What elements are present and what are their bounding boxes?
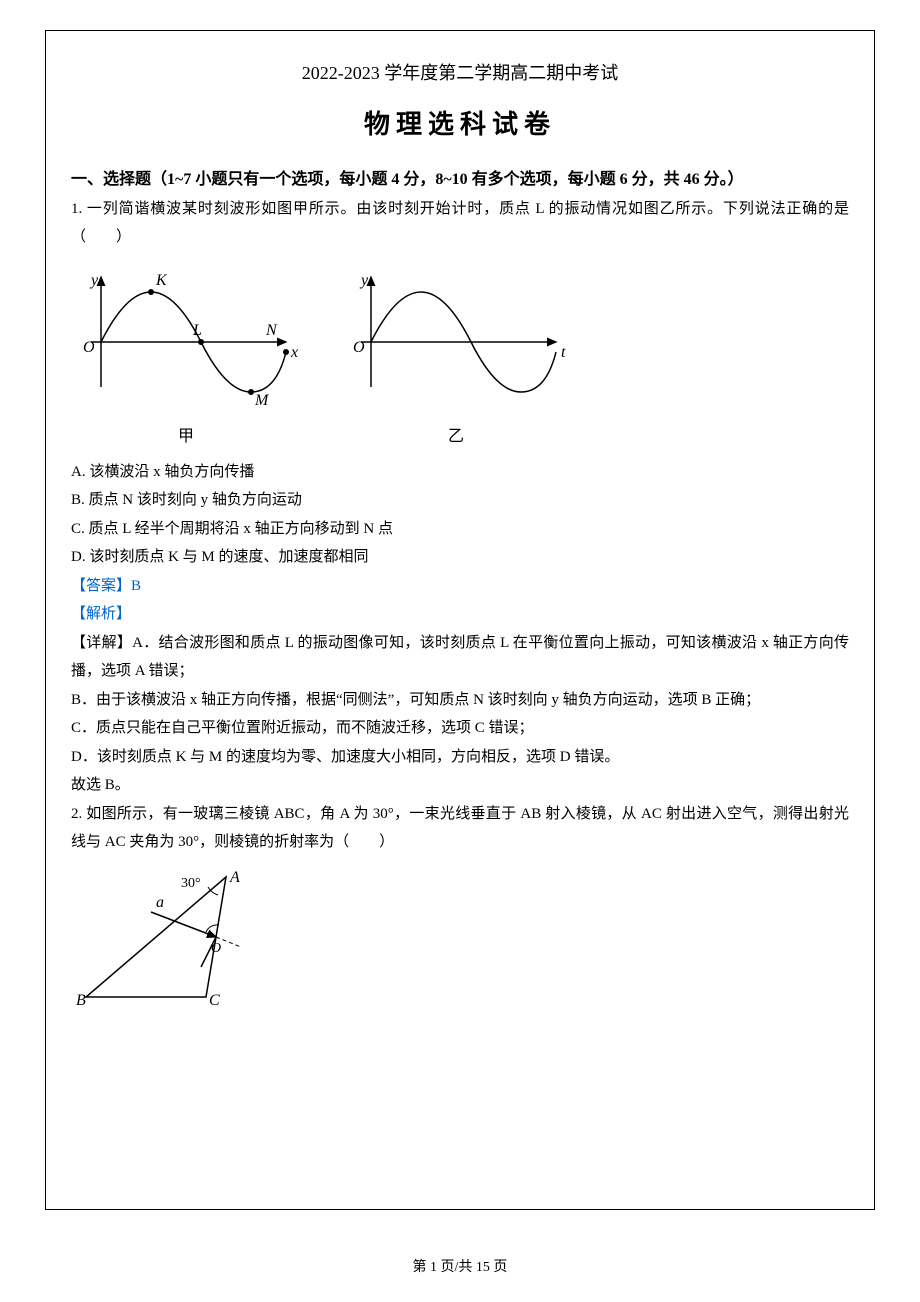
q1-explain-c: C．质点只能在自己平衡位置附近振动，而不随波迁移，选项 C 错误； [71,714,849,743]
section-1-heading: 一、选择题（1~7 小题只有一个选项，每小题 4 分，8~10 有多个选项，每小… [71,165,849,195]
q1-option-c: C. 质点 L 经半个周期将沿 x 轴正方向移动到 N 点 [71,515,849,544]
diagram-yi: y O t 乙 [341,257,571,453]
q1-explain-head: 【解析】 [71,600,849,629]
svg-text:30°: 30° [181,876,201,891]
q1-explain-a: 【详解】A．结合波形图和质点 L 的振动图像可知，该时刻质点 L 在平衡位置向上… [71,629,849,686]
svg-text:O: O [353,339,365,356]
q1-option-a: A. 该横波沿 x 轴负方向传播 [71,458,849,487]
svg-text:A: A [229,869,240,886]
page-footer: 第 1 页/共 15 页 [0,1255,920,1282]
svg-text:L: L [192,322,202,339]
svg-text:O: O [83,339,95,356]
svg-text:y: y [89,272,99,289]
q1-explain-d: D．该时刻质点 K 与 M 的速度均为零、加速度大小相同，方向相反，选项 D 错… [71,743,849,772]
svg-text:x: x [290,344,298,361]
svg-text:K: K [155,272,168,289]
q2-diagram: A B C O a 30° [71,857,849,1018]
svg-text:B: B [76,992,86,1007]
svg-text:N: N [265,322,278,339]
q1-option-d: D. 该时刻质点 K 与 M 的速度、加速度都相同 [71,543,849,572]
svg-text:C: C [209,992,220,1007]
q1-answer: 【答案】B [71,572,849,601]
q2-stem: 2. 如图所示，有一玻璃三棱镜 ABC，角 A 为 30°，一束光线垂直于 AB… [71,800,849,857]
q1-diagrams: y O x K L N M 甲 [71,257,849,453]
exam-title: 物理选科试卷 [71,100,849,149]
svg-text:O: O [211,941,221,956]
q1-explain-b: B．由于该横波沿 x 轴正方向传播，根据“同侧法”，可知质点 N 该时刻向 y … [71,686,849,715]
q1-stem: 1. 一列简谐横波某时刻波形如图甲所示。由该时刻开始计时，质点 L 的振动情况如… [71,195,849,252]
svg-text:t: t [561,344,566,361]
q1-pick: 故选 B。 [71,771,849,800]
label-yi: 乙 [341,422,571,452]
svg-text:a: a [156,894,164,911]
diagram-jia: y O x K L N M 甲 [71,257,301,453]
svg-text:M: M [254,392,270,409]
exam-header: 2022-2023 学年度第二学期高二期中考试 [71,56,849,90]
q1-option-b: B. 质点 N 该时刻向 y 轴负方向运动 [71,486,849,515]
label-jia: 甲 [71,422,301,452]
svg-text:y: y [359,272,369,289]
